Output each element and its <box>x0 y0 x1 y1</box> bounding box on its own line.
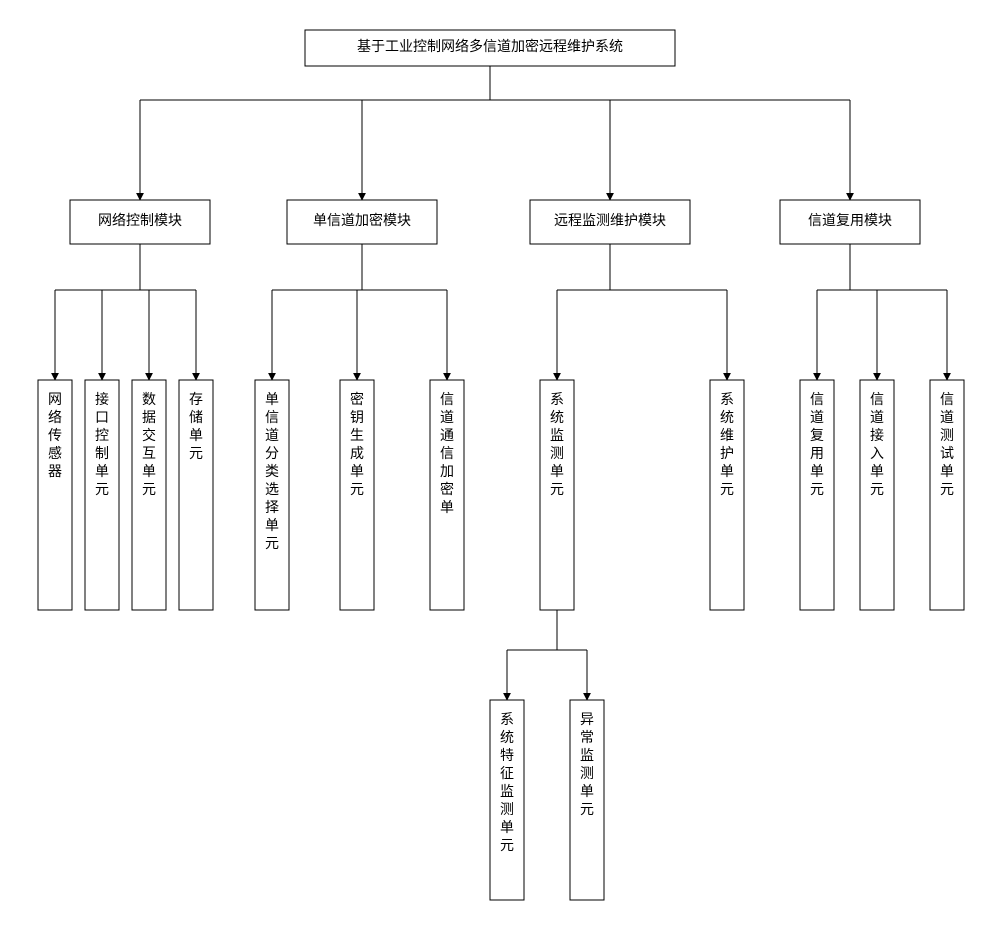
module-label: 网络控制模块 <box>98 213 182 229</box>
root-label: 基于工业控制网络多信道加密远程维护系统 <box>357 38 623 55</box>
subleaf-box <box>570 700 604 900</box>
hierarchy-diagram: 基于工业控制网络多信道加密远程维护系统网络控制模块 单信道加密模块 远程监测维护模块… <box>0 0 1000 932</box>
module-label: 信道复用模块 <box>808 212 892 229</box>
module-label: 远程监测维护模块 <box>554 213 666 229</box>
leaf-label: 网络传感器 <box>48 393 62 480</box>
leaf-label: 信道通信加密单 <box>440 392 454 516</box>
module-label: 单信道加密模块 <box>313 212 411 229</box>
subleaf-box <box>490 700 524 900</box>
leaf-label: 单信道分类选择单元 <box>265 392 279 552</box>
